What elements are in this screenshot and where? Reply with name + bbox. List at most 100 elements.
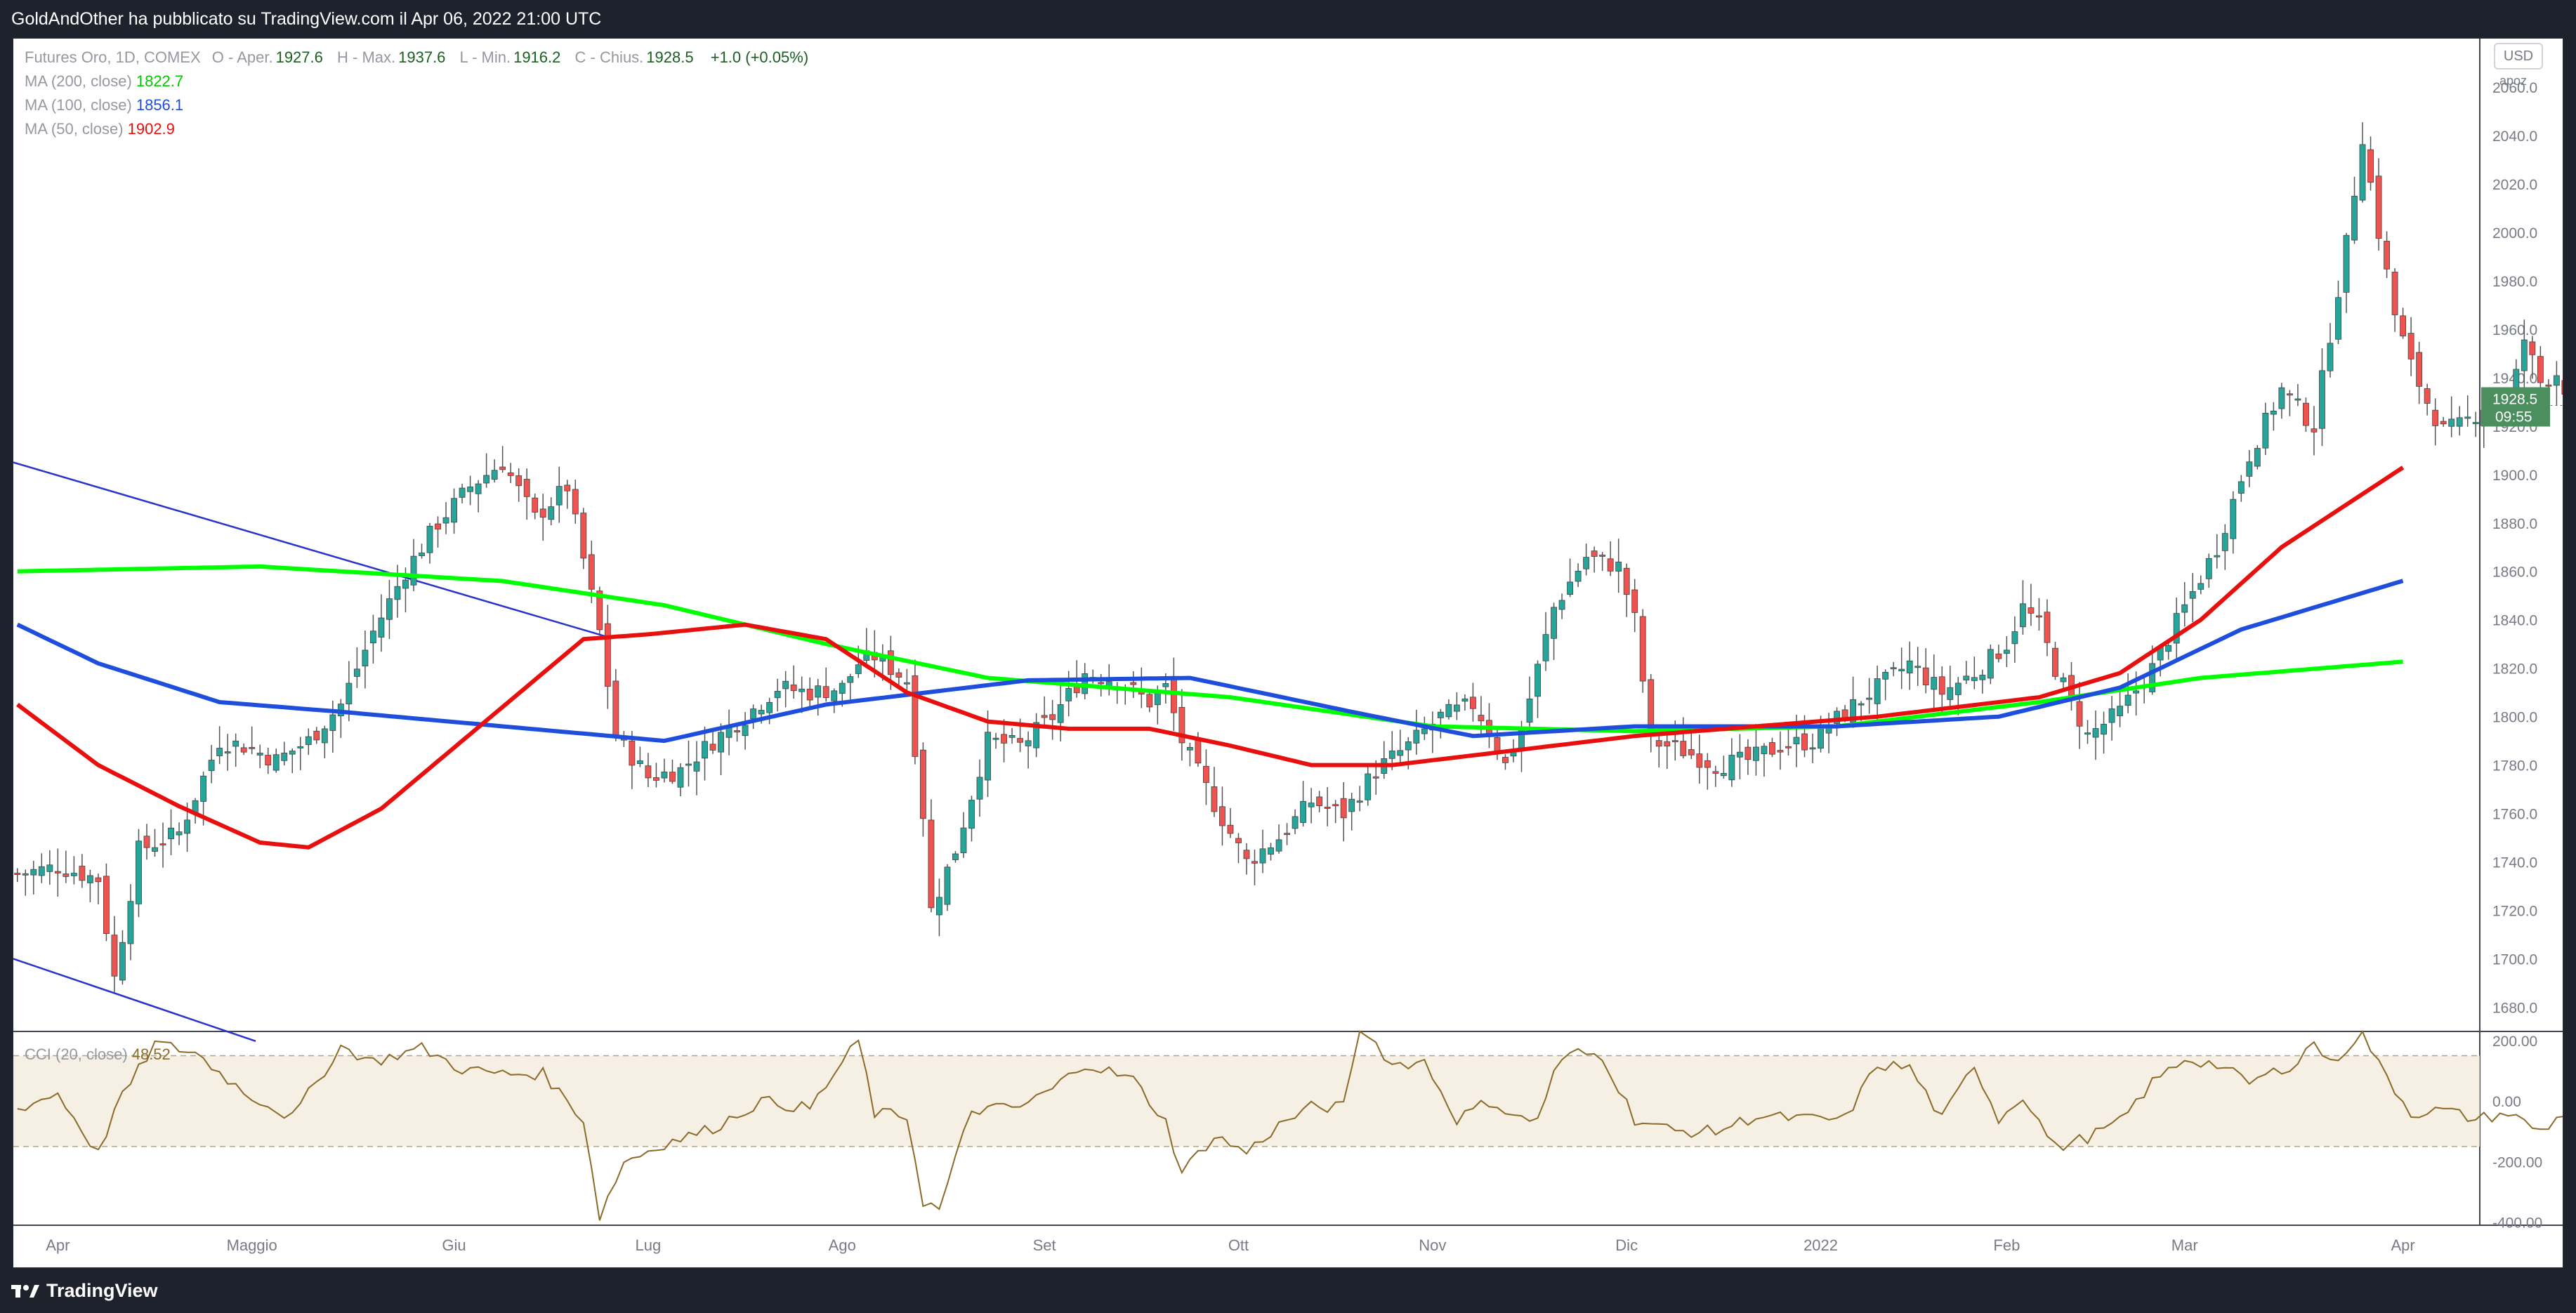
candle-body	[539, 508, 546, 518]
candle-body	[1494, 737, 1501, 753]
high-label: H - Max.	[337, 48, 396, 66]
candle-body	[1243, 850, 1250, 859]
currency-button[interactable]: USD	[2494, 43, 2543, 70]
candle-body	[782, 680, 789, 690]
chart-canvas[interactable]: 1680.0 1700.0 1720.0 1740.0 1760.0 1780.0 1800…	[13, 39, 2563, 1267]
candle-body	[1752, 746, 1759, 761]
candle-body	[1769, 742, 1775, 755]
low-value: 1916.2	[513, 48, 561, 66]
candle-body	[507, 472, 514, 476]
candle-body	[669, 772, 676, 782]
candle-body	[1251, 861, 1258, 864]
candle-body	[2262, 412, 2269, 449]
candle-body	[564, 484, 571, 491]
price-tick-label: 1760.0	[2492, 807, 2537, 823]
close-label: C - Chius.	[574, 48, 644, 66]
candle-body	[1057, 704, 1064, 723]
candle-body	[1623, 567, 1630, 595]
time-tick-label: Nov	[1419, 1236, 1446, 1254]
candle-body	[305, 736, 312, 745]
candle-body	[2400, 315, 2407, 336]
candle-body	[1818, 725, 1824, 749]
candle-body	[321, 728, 328, 744]
time-tick-label: Lug	[636, 1236, 662, 1254]
cci-legend: CCI (20, close) 48.52	[25, 1043, 171, 1067]
time-tick-label: Apr	[2391, 1236, 2414, 1254]
candle-body	[1413, 730, 1420, 744]
symbol-label: Futures Oro, 1D, COMEX	[25, 48, 201, 66]
candle-body	[2561, 380, 2563, 395]
candle-body	[467, 487, 474, 492]
price-tick-label: 1900.0	[2492, 468, 2537, 484]
price-tick-label: 1860.0	[2492, 565, 2537, 581]
time-tick-label: 2022	[1803, 1236, 1838, 1254]
candle-body	[30, 869, 37, 876]
price-tick-label: 1680.0	[2492, 1001, 2537, 1017]
candle-body	[1664, 741, 1671, 747]
time-tick-label: Mar	[2171, 1236, 2198, 1254]
candle-body	[272, 754, 280, 771]
candle-body	[224, 751, 231, 754]
candle-body	[289, 751, 296, 755]
candle-body	[1631, 589, 1638, 613]
last-price-badge	[2481, 387, 2550, 427]
candle-body	[475, 483, 482, 494]
candle-body	[1882, 671, 1889, 680]
candle-body	[629, 740, 636, 766]
candle-body	[992, 737, 999, 740]
candle-body	[960, 827, 967, 854]
candle-body	[685, 763, 692, 766]
candle-body	[1639, 616, 1646, 682]
candle-body	[1130, 682, 1137, 685]
candle-body	[256, 753, 263, 756]
ma200-label: MA (200, close)	[25, 72, 132, 90]
time-tick-label: Apr	[46, 1236, 70, 1254]
candle-body	[2311, 428, 2318, 433]
ma100-value: 1856.1	[136, 96, 184, 114]
candle-body	[831, 690, 838, 701]
cci-tick-label: -400.00	[2492, 1215, 2542, 1232]
tradingview-brand[interactable]: TradingView	[46, 1279, 158, 1301]
tradingview-logo-icon[interactable]	[11, 1282, 39, 1299]
candle-body	[855, 664, 862, 674]
candle-body	[887, 650, 894, 675]
candle-body	[1098, 682, 1105, 685]
candle-body	[2440, 421, 2447, 425]
candle-body	[1445, 704, 1452, 718]
candle-body	[1793, 737, 1800, 744]
time-tick-label: Dic	[1615, 1236, 1638, 1254]
candle-body	[136, 840, 142, 904]
candle-body	[799, 688, 806, 692]
candle-body	[2133, 690, 2140, 694]
candle-body	[936, 897, 942, 916]
candle-body	[200, 775, 207, 802]
candle-body	[2294, 398, 2301, 401]
price-tick-label: 1820.0	[2492, 661, 2537, 678]
candle-body	[2101, 724, 2107, 735]
price-tick-label: 1740.0	[2492, 855, 2537, 871]
candle-body	[1469, 697, 1476, 709]
candle-body	[1591, 550, 1598, 557]
candle-body	[1655, 740, 1662, 747]
candle-body	[588, 554, 595, 590]
chart-area[interactable]: 1680.0 1700.0 1720.0 1740.0 1760.0 1780.0 1800…	[13, 38, 2563, 1268]
candle-body	[1874, 678, 1881, 704]
candle-body	[1356, 800, 1363, 803]
candle-body	[2205, 557, 2212, 579]
candle-body	[1219, 806, 1225, 826]
candle-body	[2375, 176, 2382, 239]
candle-body	[912, 675, 919, 757]
candle-body	[2165, 645, 2172, 652]
candle-body	[815, 685, 822, 698]
candle-body	[249, 746, 256, 749]
candle-body	[1736, 751, 1743, 758]
candle-body	[2092, 728, 2099, 738]
candle-body	[1890, 667, 1897, 670]
candle-body	[1308, 803, 1315, 807]
candle-body	[419, 553, 425, 556]
candle-body	[168, 827, 174, 840]
cci-tick-label: 0.00	[2492, 1094, 2521, 1110]
trendline-upper	[13, 461, 607, 638]
published-header: GoldAndOther ha pubblicato su TradingVie…	[0, 0, 2576, 38]
candle-body	[1453, 704, 1460, 712]
